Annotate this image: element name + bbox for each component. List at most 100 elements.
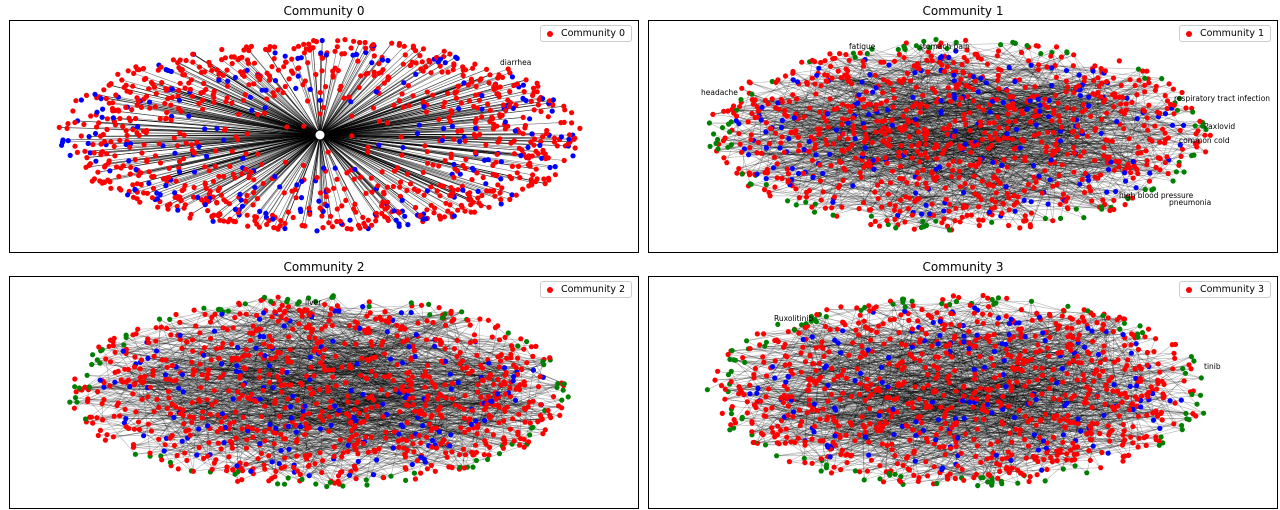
edge xyxy=(319,48,424,136)
edge xyxy=(319,134,501,180)
edge xyxy=(235,134,321,222)
node xyxy=(878,179,884,185)
node xyxy=(793,186,799,192)
node xyxy=(92,91,98,97)
node xyxy=(91,150,97,156)
edge xyxy=(319,82,465,136)
edge xyxy=(319,45,414,136)
node xyxy=(897,208,903,214)
edge xyxy=(751,105,1040,114)
edge xyxy=(114,324,471,417)
edge xyxy=(988,122,1196,127)
edge xyxy=(756,52,1053,175)
node xyxy=(923,180,929,186)
node xyxy=(539,155,545,161)
node xyxy=(73,98,79,104)
edge xyxy=(744,148,982,200)
node xyxy=(306,205,312,211)
node xyxy=(486,80,492,86)
edge xyxy=(963,180,1089,208)
node xyxy=(775,77,781,83)
node xyxy=(1124,95,1130,101)
edge xyxy=(309,314,389,378)
node xyxy=(1199,123,1206,129)
edge xyxy=(328,418,543,432)
node xyxy=(745,119,751,125)
node xyxy=(1092,127,1098,133)
edge xyxy=(112,341,352,391)
node xyxy=(341,95,347,101)
node xyxy=(1042,96,1048,102)
edge xyxy=(917,171,1074,200)
node xyxy=(1021,218,1027,224)
edge xyxy=(915,87,963,150)
node xyxy=(224,95,230,101)
edge xyxy=(1101,133,1181,146)
node xyxy=(869,139,875,146)
edge xyxy=(897,95,923,225)
edge xyxy=(795,128,1096,190)
edge xyxy=(319,134,475,213)
edge xyxy=(248,355,260,371)
edge xyxy=(386,414,394,449)
edge xyxy=(827,75,1039,134)
node xyxy=(1006,105,1012,111)
node xyxy=(215,213,221,219)
node xyxy=(1057,138,1063,144)
node xyxy=(835,184,842,191)
edge xyxy=(319,134,498,155)
node-label: diarrhea xyxy=(500,58,531,67)
node xyxy=(499,185,505,191)
edge xyxy=(275,312,356,421)
edge xyxy=(497,379,505,441)
node xyxy=(946,227,953,233)
edge xyxy=(756,130,956,175)
edge xyxy=(813,138,1063,166)
edge xyxy=(914,121,1077,138)
node xyxy=(1027,98,1033,104)
edge xyxy=(883,140,902,180)
node xyxy=(244,67,250,73)
node xyxy=(449,193,455,199)
edge xyxy=(266,134,321,218)
node xyxy=(229,148,235,154)
edge xyxy=(319,133,533,136)
node xyxy=(1050,218,1056,224)
node-label: common cold xyxy=(1179,136,1230,145)
edge xyxy=(825,171,1177,209)
node xyxy=(113,164,120,170)
edge xyxy=(225,101,321,136)
edge xyxy=(182,403,485,442)
node xyxy=(494,123,500,129)
edge xyxy=(860,99,1127,111)
node xyxy=(1038,51,1044,57)
edge xyxy=(971,107,1172,216)
node xyxy=(903,194,909,200)
node xyxy=(860,121,866,127)
node xyxy=(127,171,133,177)
node xyxy=(154,196,160,202)
node xyxy=(923,103,930,109)
edge xyxy=(334,410,549,484)
node xyxy=(721,108,727,114)
edge xyxy=(712,72,954,115)
node xyxy=(796,142,802,148)
edge xyxy=(1034,113,1175,136)
node xyxy=(1160,126,1166,132)
edge xyxy=(748,153,1068,155)
node xyxy=(731,110,737,116)
node xyxy=(1024,43,1030,49)
node xyxy=(817,126,823,132)
edge xyxy=(910,69,942,82)
node xyxy=(1079,128,1085,134)
node xyxy=(347,217,353,223)
node xyxy=(298,208,304,215)
node xyxy=(455,83,461,89)
node xyxy=(835,68,841,74)
edge xyxy=(942,83,1170,155)
edge xyxy=(97,359,186,432)
node xyxy=(1123,178,1129,184)
node xyxy=(490,162,496,168)
edge xyxy=(844,109,876,171)
legend-marker xyxy=(1185,30,1192,37)
